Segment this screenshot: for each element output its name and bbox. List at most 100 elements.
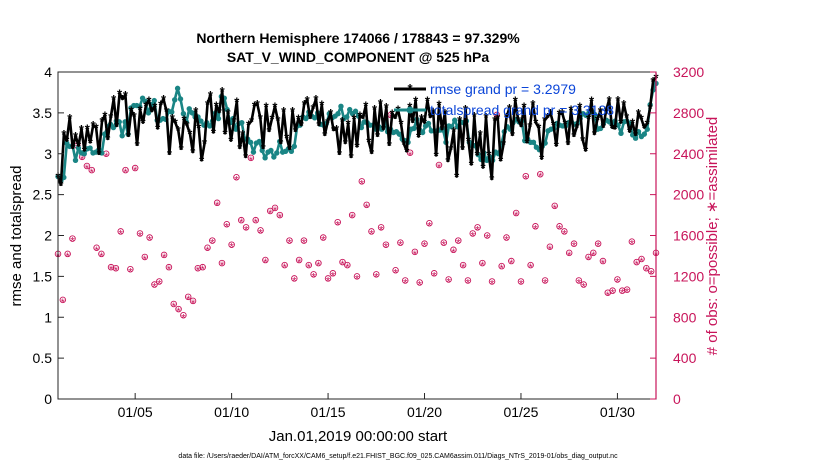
rmse-point: * bbox=[223, 126, 229, 141]
rmse-point: * bbox=[627, 125, 633, 140]
rmse-point: * bbox=[249, 114, 255, 129]
rmse-point: * bbox=[542, 113, 548, 128]
obs-assimilated-point: * bbox=[360, 178, 365, 190]
y-right-tick-label: 3200 bbox=[673, 64, 704, 80]
obs-assimilated-point: * bbox=[186, 294, 191, 306]
obs-possible-point bbox=[127, 265, 134, 273]
obs-assimilated-point: * bbox=[114, 265, 119, 277]
totalspread-point bbox=[169, 109, 175, 115]
obs-assimilated-point: * bbox=[451, 247, 456, 259]
rmse-point: * bbox=[495, 111, 501, 126]
obs-possible-point bbox=[483, 232, 491, 239]
totalspread-point bbox=[119, 133, 125, 139]
rmse-point: * bbox=[586, 112, 592, 127]
obs-assimilated-point: * bbox=[620, 288, 625, 300]
rmse-point: * bbox=[243, 150, 249, 165]
rmse-point: * bbox=[598, 104, 604, 119]
obs-assimilated-point: * bbox=[345, 262, 350, 274]
obs-assimilated-point: * bbox=[176, 306, 181, 318]
rmse-point: * bbox=[114, 119, 120, 134]
rmse-point: * bbox=[384, 100, 390, 115]
y-left-tick-label: 3 bbox=[44, 146, 52, 162]
chart-title-line2: SAT_V_WIND_COMPONENT @ 525 hPa bbox=[227, 49, 490, 65]
obs-assimilated-point: * bbox=[119, 228, 124, 240]
totalspread-point bbox=[239, 119, 245, 126]
obs-possible-point bbox=[242, 224, 250, 231]
y-right-tick-label: 1200 bbox=[673, 268, 704, 284]
y-left-tick-label: 1.5 bbox=[33, 268, 53, 284]
legend-spread-marker bbox=[406, 106, 414, 114]
obs-possible-point bbox=[194, 264, 202, 272]
obs-possible-point bbox=[633, 258, 640, 266]
rmse-point: * bbox=[466, 134, 472, 149]
obs-possible-point bbox=[397, 239, 404, 246]
obs-assimilated-point: * bbox=[548, 244, 553, 256]
rmse-point: * bbox=[516, 113, 522, 128]
rmse-point: * bbox=[246, 117, 252, 132]
obs-possible-point bbox=[117, 228, 124, 235]
x-tick-label: 01/30 bbox=[600, 404, 635, 420]
rmse-point: * bbox=[205, 97, 211, 112]
rmse-point: * bbox=[261, 141, 267, 156]
rmse-point: * bbox=[439, 122, 445, 137]
obs-assimilated-point: * bbox=[524, 173, 529, 185]
rmse-point: * bbox=[299, 118, 305, 133]
obs-assimilated-point: * bbox=[591, 250, 596, 262]
obs-assimilated-point: * bbox=[244, 224, 249, 236]
rmse-point: * bbox=[527, 119, 533, 134]
obs-possible-point bbox=[599, 257, 607, 265]
obs-possible-point bbox=[146, 234, 153, 241]
obs-assimilated-point: * bbox=[292, 275, 297, 287]
rmse-point: * bbox=[472, 109, 478, 124]
totalspread-point bbox=[425, 120, 432, 127]
rmse-point: * bbox=[554, 139, 560, 154]
rmse-point: * bbox=[375, 129, 381, 144]
rmse-point: * bbox=[507, 101, 513, 116]
rmse-point: * bbox=[146, 94, 152, 109]
rmse-point: * bbox=[138, 103, 144, 118]
rmse-point: * bbox=[325, 115, 331, 130]
rmse-point: * bbox=[220, 84, 226, 99]
obs-assimilated-point: * bbox=[70, 236, 75, 248]
rmse-point: * bbox=[645, 117, 651, 132]
rmse-point: * bbox=[390, 107, 396, 122]
y-axis-left-label: rmse and totalspread bbox=[8, 166, 25, 307]
obs-assimilated-point: * bbox=[644, 265, 649, 277]
y-axis-right-label: # of obs: o=possible; ∗=assimilated bbox=[704, 117, 721, 356]
totalspread-point bbox=[224, 106, 230, 113]
obs-assimilated-point: * bbox=[311, 271, 316, 283]
totalspread-point bbox=[352, 108, 359, 114]
obs-possible-point bbox=[585, 253, 592, 261]
rmse-point: * bbox=[176, 123, 182, 138]
rmse-point: * bbox=[240, 127, 246, 142]
totalspread-point bbox=[171, 97, 178, 103]
rmse-point: * bbox=[442, 106, 448, 121]
obs-possible-point bbox=[618, 287, 626, 294]
obs-possible-point bbox=[469, 230, 476, 237]
obs-possible-point bbox=[508, 257, 515, 265]
rmse-point: * bbox=[510, 128, 516, 143]
rmse-point: * bbox=[135, 138, 141, 153]
obs-assimilated-point: * bbox=[615, 276, 620, 288]
obs-assimilated-point: * bbox=[528, 262, 533, 274]
obs-assimilated-point: * bbox=[635, 259, 640, 271]
obs-possible-point bbox=[638, 255, 645, 263]
obs-possible-point bbox=[406, 149, 414, 156]
obs-assimilated-point: * bbox=[393, 267, 398, 279]
rmse-point: * bbox=[577, 99, 583, 114]
rmse-point: * bbox=[143, 99, 149, 114]
rmse-point: * bbox=[642, 121, 648, 136]
obs-possible-point bbox=[329, 270, 337, 277]
rmse-point: * bbox=[416, 130, 422, 145]
obs-possible-point bbox=[344, 261, 351, 269]
obs-assimilated-point: * bbox=[384, 242, 389, 254]
rmse-point: * bbox=[196, 121, 202, 136]
rmse-point: * bbox=[231, 114, 237, 129]
rmse-point: * bbox=[167, 147, 173, 162]
rmse-point: * bbox=[393, 111, 399, 126]
y-right-tick-label: 2400 bbox=[673, 146, 704, 162]
rmse-point: * bbox=[486, 148, 492, 163]
obs-possible-point bbox=[623, 286, 631, 293]
obs-possible-point bbox=[430, 270, 438, 277]
rmse-point: * bbox=[91, 118, 97, 133]
